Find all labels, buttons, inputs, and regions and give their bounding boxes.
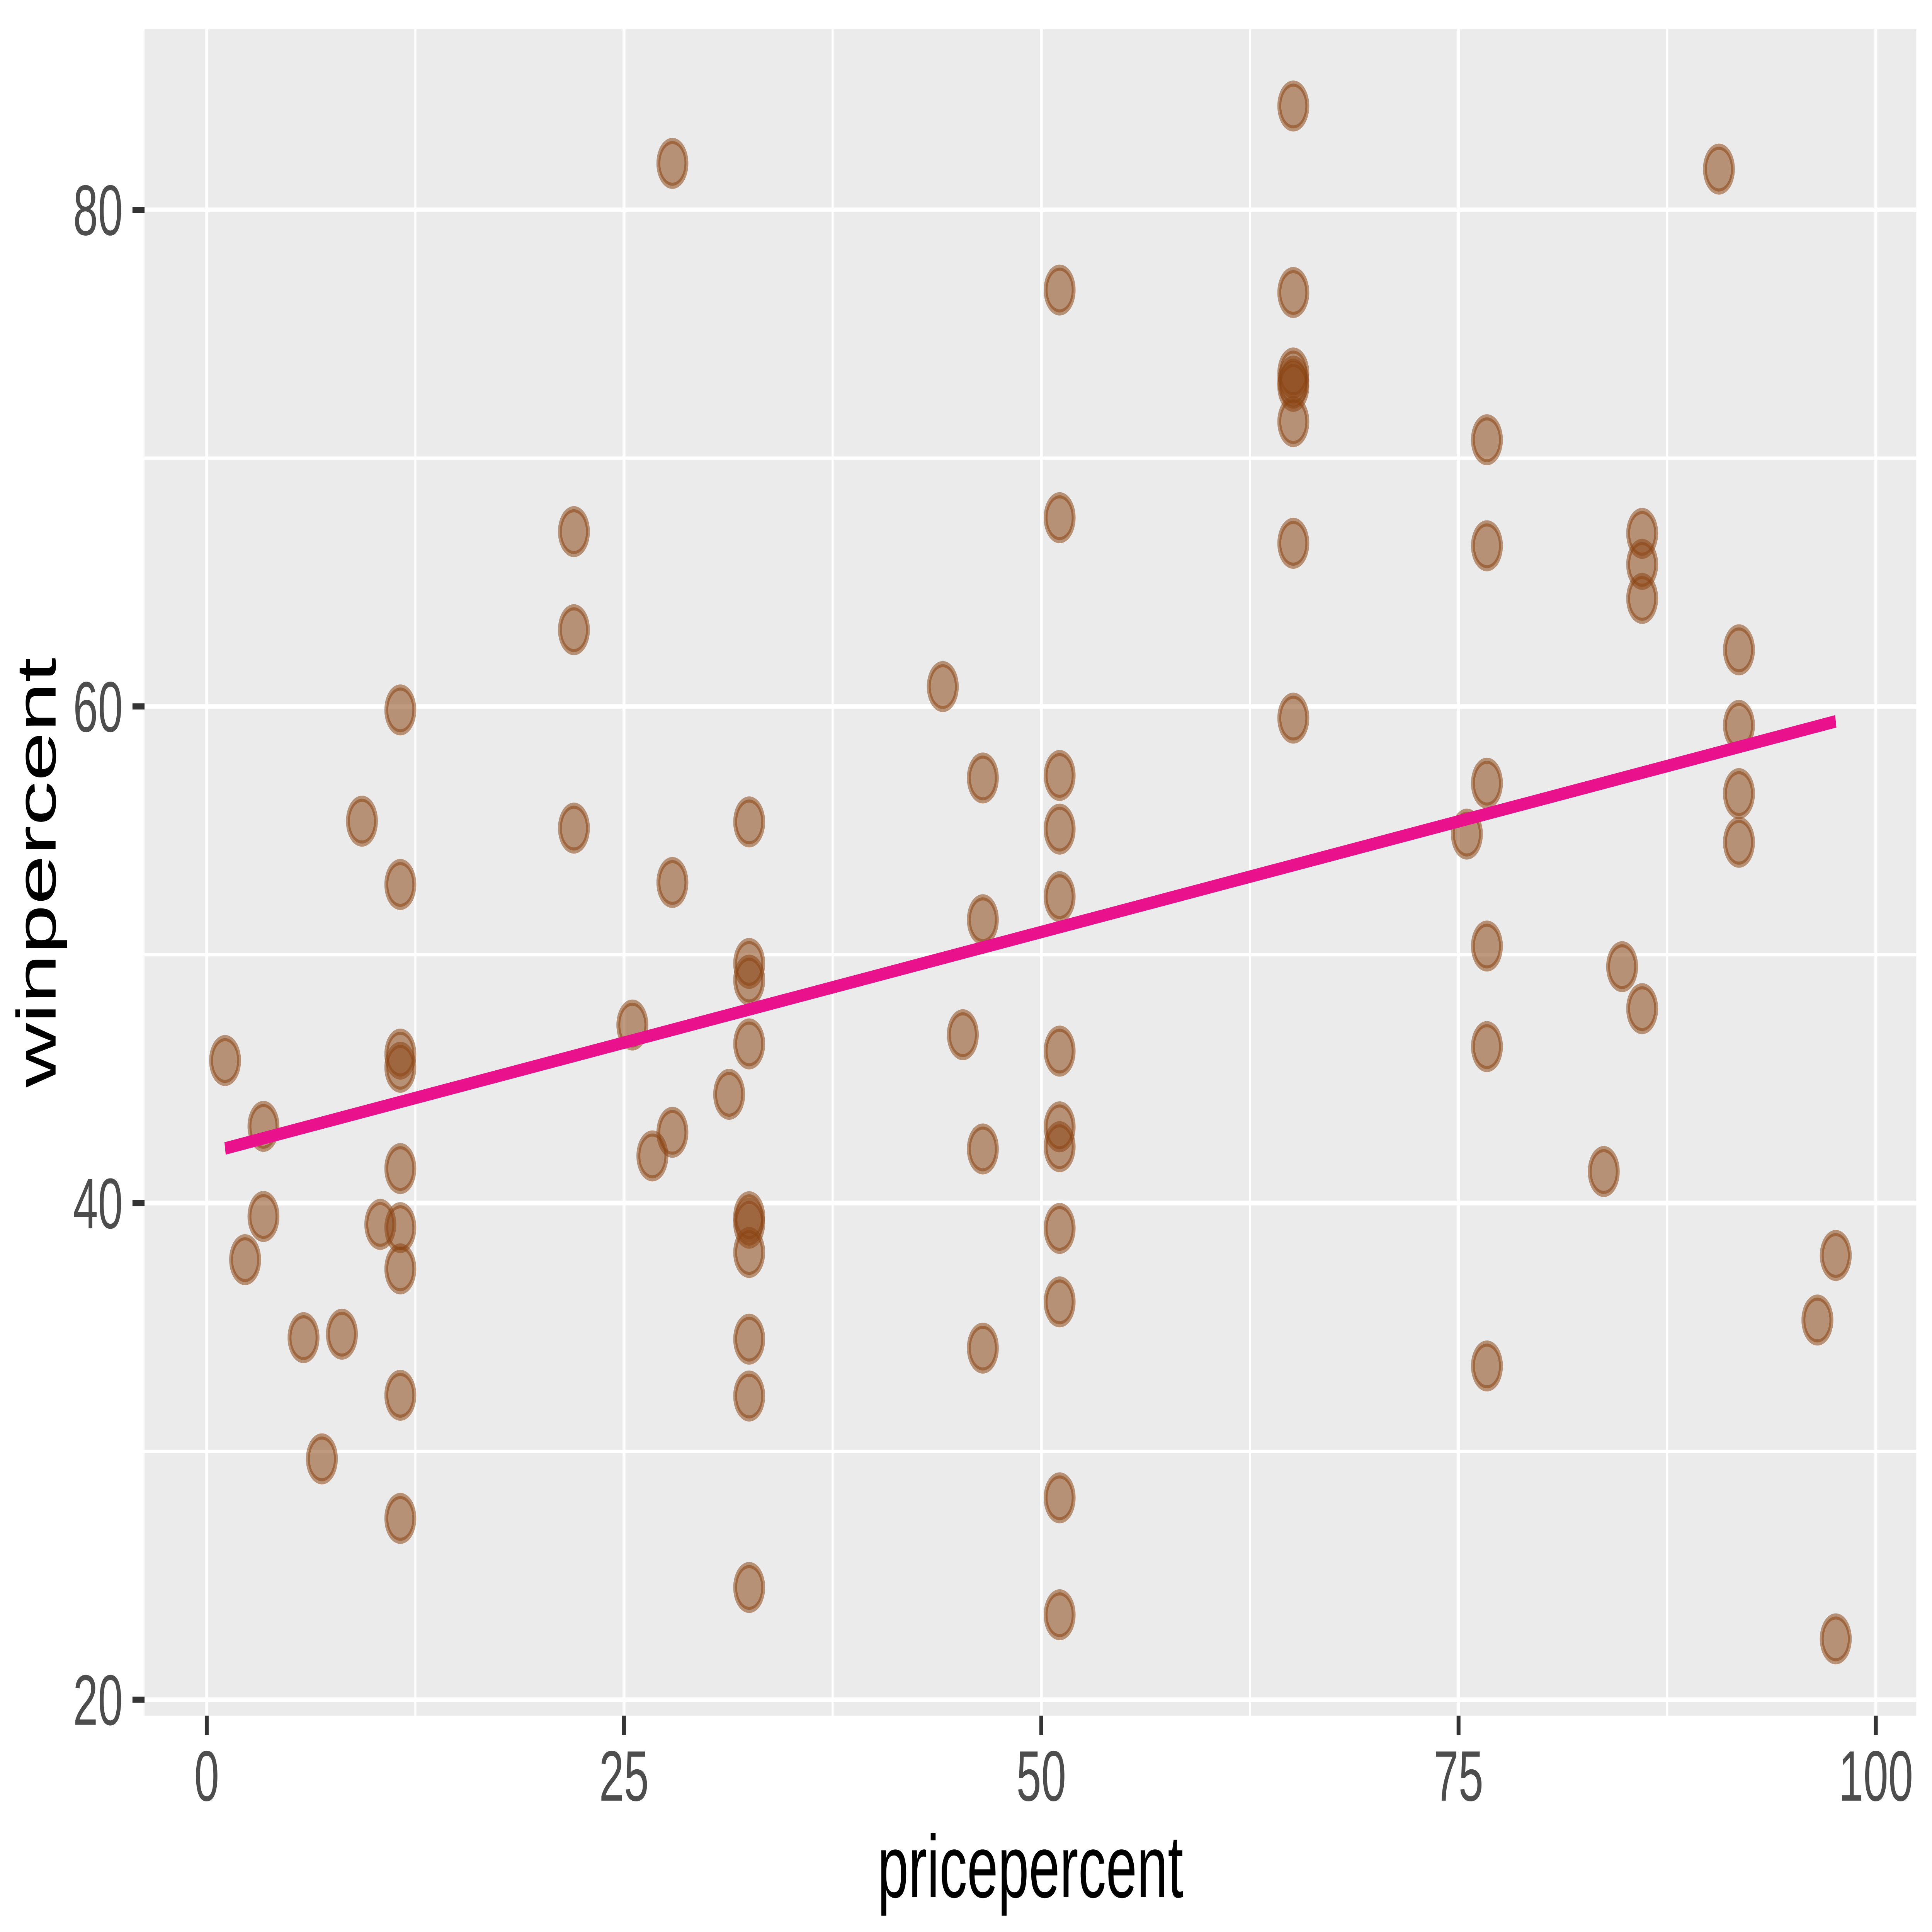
major-gridlines xyxy=(145,29,1917,1716)
data-point xyxy=(733,1562,765,1613)
x-tick-label: 100 xyxy=(1838,1736,1913,1816)
data-point xyxy=(229,1234,261,1286)
data-point xyxy=(1723,624,1755,675)
data-point xyxy=(656,857,689,908)
data-point xyxy=(384,1143,417,1194)
x-tick-label: 25 xyxy=(599,1736,649,1816)
data-point xyxy=(733,796,765,848)
data-point xyxy=(1626,983,1658,1034)
data-point xyxy=(287,1312,320,1363)
data-point xyxy=(1044,1203,1076,1254)
data-point xyxy=(1471,414,1503,466)
data-point xyxy=(384,1042,417,1093)
data-point xyxy=(384,1493,417,1544)
trend-line-group xyxy=(224,715,1837,1155)
y-tick-label: 20 xyxy=(73,1660,123,1740)
trend-line xyxy=(224,715,1837,1155)
data-point xyxy=(384,859,417,910)
data-point xyxy=(1471,757,1503,809)
data-point xyxy=(733,1313,765,1365)
data-point xyxy=(1471,920,1503,972)
data-points xyxy=(209,80,1852,1665)
data-point xyxy=(1703,143,1735,195)
data-point xyxy=(1044,803,1076,855)
data-point xyxy=(1277,80,1310,132)
data-point xyxy=(384,1369,417,1421)
data-point xyxy=(1044,1472,1076,1524)
data-point xyxy=(209,1035,241,1086)
y-tick-label: 40 xyxy=(73,1163,123,1243)
data-point xyxy=(1044,871,1076,922)
data-point xyxy=(1588,1146,1620,1197)
data-point xyxy=(967,1322,999,1374)
x-tick-label: 75 xyxy=(1434,1736,1483,1816)
plot-panel xyxy=(145,29,1917,1716)
data-point xyxy=(384,684,417,736)
data-point xyxy=(1723,816,1755,868)
data-point xyxy=(1723,768,1755,819)
data-point xyxy=(1277,361,1310,412)
data-point xyxy=(1606,941,1638,992)
data-point xyxy=(1044,1589,1076,1641)
data-point xyxy=(384,1202,417,1253)
data-point xyxy=(558,604,590,655)
data-point xyxy=(636,1130,668,1182)
data-point xyxy=(733,1191,765,1242)
y-tick-label: 60 xyxy=(73,667,123,747)
data-point xyxy=(247,1191,280,1242)
data-point xyxy=(1277,518,1310,569)
axis-ticks xyxy=(132,207,1878,1735)
data-point xyxy=(1277,267,1310,318)
data-point xyxy=(326,1308,358,1360)
data-point xyxy=(384,1243,417,1294)
x-tick-label: 50 xyxy=(1016,1736,1066,1816)
data-point xyxy=(1471,520,1503,571)
data-point xyxy=(1044,1101,1076,1153)
data-point xyxy=(1820,1230,1852,1281)
data-point xyxy=(1471,1340,1503,1392)
data-point xyxy=(1820,1613,1852,1665)
data-point xyxy=(558,803,590,854)
data-point xyxy=(656,138,689,189)
data-point xyxy=(1044,1026,1076,1077)
y-axis-title: winpercent xyxy=(5,658,67,1088)
data-point xyxy=(967,752,999,804)
data-point xyxy=(733,938,765,989)
data-point xyxy=(1277,692,1310,744)
data-point xyxy=(733,1018,765,1070)
data-point xyxy=(1626,539,1658,590)
data-point xyxy=(967,1123,999,1175)
data-point xyxy=(558,506,590,557)
data-point xyxy=(1044,264,1076,316)
data-point xyxy=(733,1370,765,1422)
data-point xyxy=(947,1009,979,1060)
x-tick-label: 0 xyxy=(194,1736,219,1816)
data-point xyxy=(1044,492,1076,543)
data-point xyxy=(713,1069,745,1120)
data-point xyxy=(1471,1021,1503,1072)
data-point xyxy=(1044,1276,1076,1328)
axis-tick-labels: 0 25 50 75 100 20 40 60 80 xyxy=(73,170,1913,1816)
x-axis-title: pricepercent xyxy=(878,1816,1183,1916)
y-tick-label: 80 xyxy=(73,170,123,250)
data-point xyxy=(927,661,959,712)
data-point xyxy=(1801,1294,1833,1346)
data-point xyxy=(346,796,378,847)
data-point xyxy=(1044,750,1076,801)
data-point xyxy=(306,1433,338,1485)
data-point xyxy=(967,894,999,946)
